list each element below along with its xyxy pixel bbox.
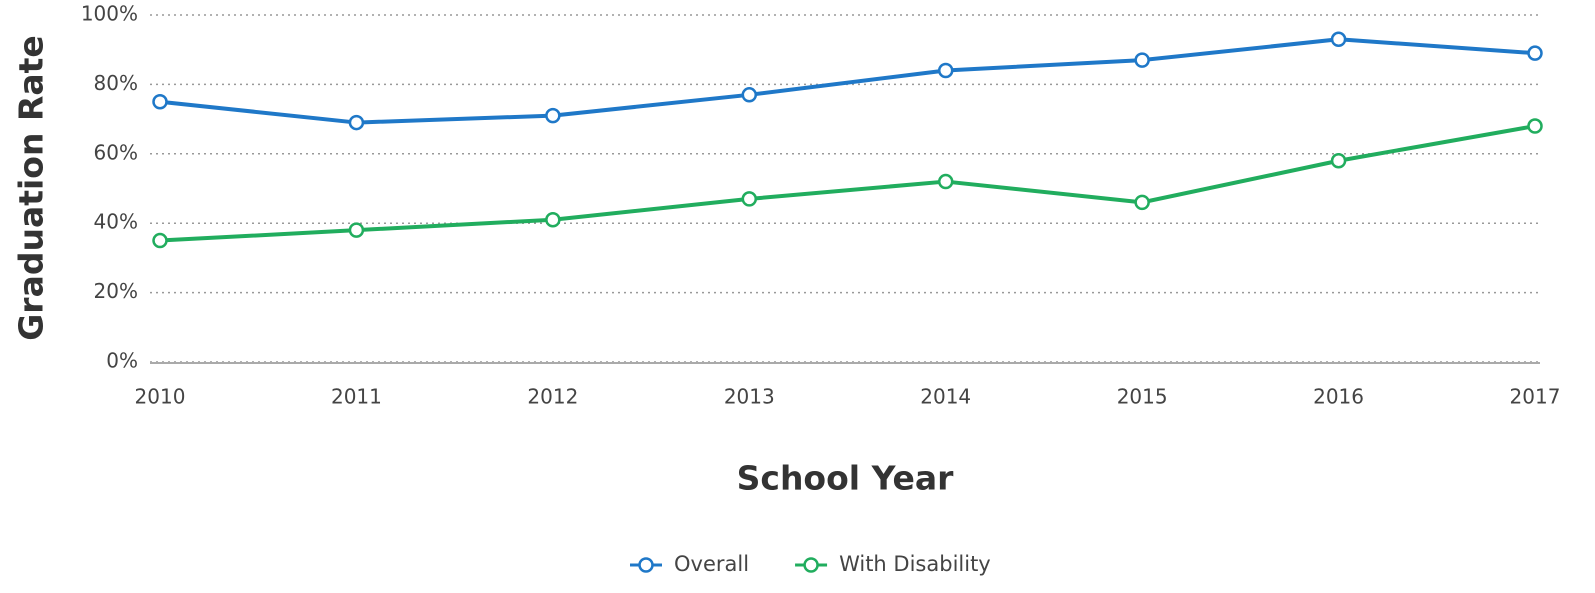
y-axis-title: Graduation Rate bbox=[12, 35, 51, 341]
x-tick-label: 2016 bbox=[1313, 385, 1364, 409]
data-point bbox=[1134, 194, 1150, 211]
data-point bbox=[937, 173, 954, 190]
data-point bbox=[348, 222, 365, 238]
legend-item: With Disability bbox=[795, 552, 991, 576]
y-tick-label: 20% bbox=[94, 279, 138, 303]
data-point bbox=[152, 94, 168, 110]
y-tick-label: 40% bbox=[94, 210, 138, 234]
x-tick-label: 2013 bbox=[724, 385, 775, 409]
y-tick-label: 80% bbox=[94, 71, 138, 95]
x-axis-title: School Year bbox=[737, 459, 954, 498]
data-point bbox=[741, 191, 758, 207]
data-point bbox=[152, 232, 168, 249]
x-tick-label: 2010 bbox=[135, 385, 186, 409]
legend-item: Overall bbox=[630, 552, 749, 576]
data-point bbox=[741, 87, 758, 103]
y-tick-label: 0% bbox=[106, 349, 138, 373]
y-tick-label: 100% bbox=[81, 2, 138, 26]
legend-marker bbox=[803, 557, 819, 573]
data-point bbox=[1330, 152, 1347, 169]
data-point bbox=[937, 62, 954, 79]
legend-label: With Disability bbox=[839, 552, 991, 576]
data-point bbox=[1330, 31, 1347, 48]
data-point bbox=[545, 107, 561, 124]
y-tick-label: 60% bbox=[94, 140, 138, 164]
data-point bbox=[348, 114, 365, 131]
data-point bbox=[1527, 118, 1543, 134]
legend-label: Overall bbox=[674, 552, 749, 576]
data-point bbox=[545, 211, 561, 228]
x-tick-label: 2014 bbox=[920, 385, 971, 409]
x-tick-label: 2011 bbox=[331, 385, 382, 409]
data-point bbox=[1134, 52, 1150, 68]
series-line bbox=[159, 37, 1536, 125]
x-tick-label: 2017 bbox=[1510, 385, 1561, 409]
data-point bbox=[1527, 45, 1543, 61]
series-line bbox=[159, 124, 1536, 243]
legend-marker bbox=[638, 557, 654, 573]
x-tick-label: 2012 bbox=[527, 385, 578, 409]
x-tick-label: 2015 bbox=[1117, 385, 1168, 409]
